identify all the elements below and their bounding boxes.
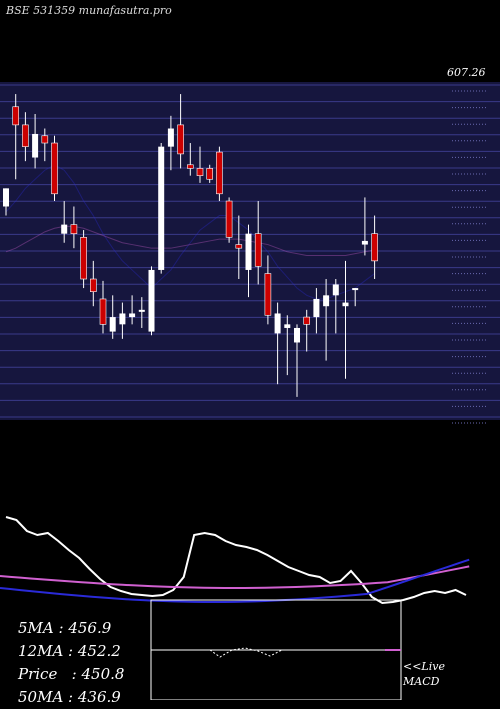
candle-body [109,317,116,332]
candle-body [177,124,184,155]
candle-body [303,316,311,325]
candle-body [361,240,368,245]
candle-body [225,200,233,238]
oscillator-line [5,516,467,605]
candle-body [32,133,39,158]
price-grid [0,84,500,424]
candle-body [245,233,252,270]
macd-title: MACD [403,675,440,688]
ma_short-line [5,164,375,300]
stat-5ma: 5MA : 456.9 [18,619,112,637]
candle-body [187,164,194,169]
candle-body [41,135,49,144]
moving-averages [5,164,375,300]
candle-body [148,269,155,332]
candle-body [129,313,136,318]
candle-body [90,278,97,293]
stat-value: 450.8 [81,665,125,683]
stat-label: Price [18,665,58,683]
stat-label: 12MA [18,642,64,660]
candle-body [342,302,349,307]
ma_long-line [5,225,375,256]
macd-panel [150,599,402,700]
stats-panel: 5MA : 456.9 12MA : 452.2 Price : 450.8 5… [18,617,124,709]
stat-label: 5MA [18,619,54,637]
candle-body [284,324,291,328]
stat-value: 452.2 [77,642,121,660]
live-link[interactable]: <<Live [403,660,445,673]
stat-price: Price : 450.8 [18,665,125,683]
candle-body [216,151,223,195]
candle-body [167,128,174,147]
candle-body [158,146,165,270]
candle-body [99,298,107,325]
candle-body [332,284,339,296]
candle-body [313,298,320,318]
candle-body [323,295,330,307]
candle-body [235,244,243,249]
candle-body [61,224,68,234]
candle-body [3,188,9,207]
candlesticks [3,94,378,397]
stat-label: 50MA [18,688,64,706]
candle-body [51,142,58,195]
candle-body [352,288,359,291]
price-axis-top-label: 607.26 [447,66,486,79]
stat-12ma: 12MA : 452.2 [18,642,121,660]
osc-ma-long-line [0,565,470,590]
candle-body [274,313,281,334]
candle-body [254,233,262,267]
candle-body [294,327,300,343]
osc-ma-short-line [0,558,470,603]
oscillator-panel [0,516,470,605]
stat-50ma: 50MA : 436.9 [18,688,121,706]
candle-body [206,168,213,180]
candle-body [12,106,19,126]
candle-body [196,168,204,176]
candle-body [138,309,145,312]
candle-body [22,124,29,147]
stat-value: 436.9 [77,688,121,706]
candle-body [264,273,272,316]
macd-signal-line [209,647,283,658]
chart-title: BSE 531359 munafasutra.pro [6,4,172,17]
candle-body [119,313,126,325]
macd-label: <<Live MACD [403,659,445,689]
candle-body [371,233,378,262]
stat-value: 456.9 [68,619,112,637]
candle-body [80,237,87,280]
candle-body [70,224,78,234]
